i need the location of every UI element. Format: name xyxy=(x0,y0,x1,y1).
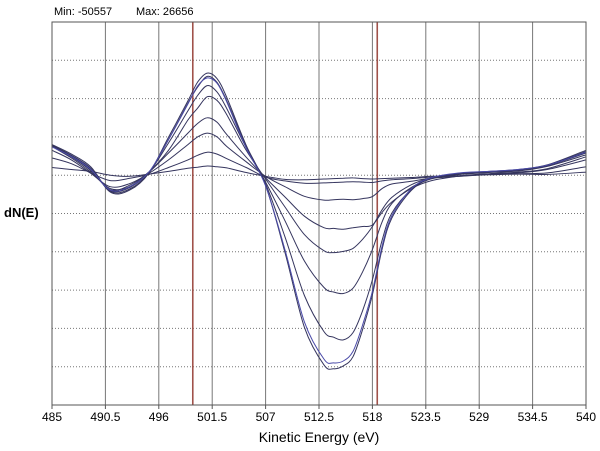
y-axis-label: dN(E) xyxy=(4,205,39,220)
x-tick-label: 490.5 xyxy=(90,410,120,424)
x-tick-label: 507 xyxy=(256,410,276,424)
x-tick-label: 529 xyxy=(469,410,489,424)
x-tick-label: 534.5 xyxy=(518,410,548,424)
chart-series xyxy=(51,72,587,370)
x-tick-label: 540 xyxy=(576,410,596,424)
x-axis-label: Kinetic Energy (eV) xyxy=(259,429,380,445)
chart-markers xyxy=(191,22,379,405)
min-value-label: Min: -50557 xyxy=(54,6,113,18)
x-tick-label: 501.5 xyxy=(197,410,227,424)
chart-grid xyxy=(52,22,586,405)
max-value-label: Max: 26656 xyxy=(136,6,194,18)
series-line-s8 xyxy=(51,72,587,370)
x-tick-label: 518 xyxy=(362,410,382,424)
x-ticks: 485 490.5 496 501.5 507 512.5 518 523.5 529 534.5… xyxy=(42,405,596,424)
x-tick-label: 523.5 xyxy=(411,410,441,424)
x-tick-label: 512.5 xyxy=(304,410,334,424)
series-line-s2 xyxy=(51,151,587,184)
x-tick-label: 485 xyxy=(42,410,62,424)
x-tick-label: 496 xyxy=(149,410,169,424)
series-line-s9 xyxy=(51,77,587,364)
